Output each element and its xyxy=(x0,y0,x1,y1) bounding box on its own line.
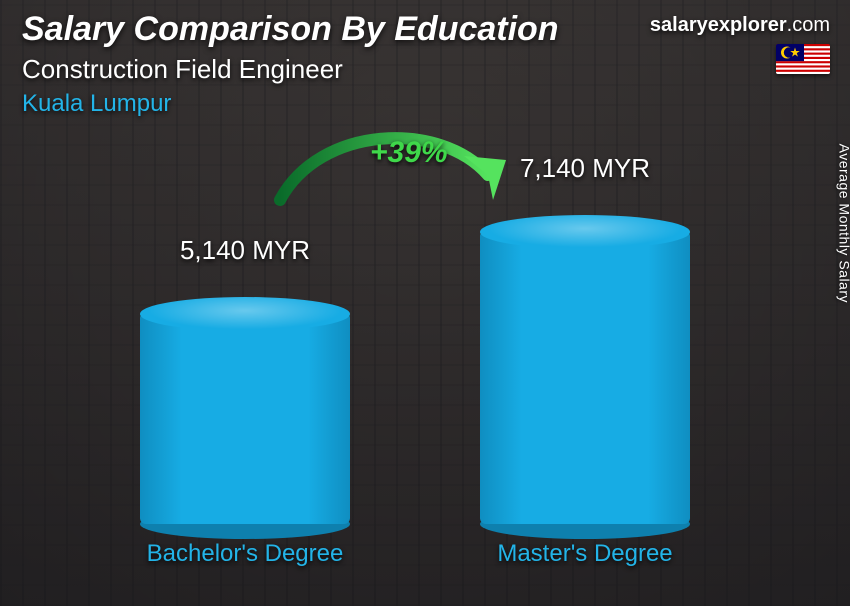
chart-title: Salary Comparison By Education xyxy=(22,10,559,49)
bar-cap xyxy=(140,297,350,331)
bar-label-masters: Master's Degree xyxy=(455,540,715,568)
bar-body xyxy=(480,232,690,524)
bar-chart: 5,140 MYR Bachelor's Degree 7,140 MYR Ma… xyxy=(60,130,780,566)
flag-icon xyxy=(776,44,830,74)
bar-body xyxy=(140,314,350,524)
infographic-stage: Salary Comparison By Education Construct… xyxy=(0,0,850,606)
brand-name: salaryexplorer xyxy=(650,14,787,36)
chart-subtitle: Construction Field Engineer xyxy=(22,54,343,85)
brand-suffix: .com xyxy=(787,14,830,36)
brand-label: salaryexplorer.com xyxy=(650,14,830,37)
y-axis-label: Average Monthly Salary xyxy=(836,144,850,303)
growth-percent: +39% xyxy=(370,136,448,170)
bar-label-bachelors: Bachelor's Degree xyxy=(115,540,375,568)
chart-location: Kuala Lumpur xyxy=(22,90,171,118)
